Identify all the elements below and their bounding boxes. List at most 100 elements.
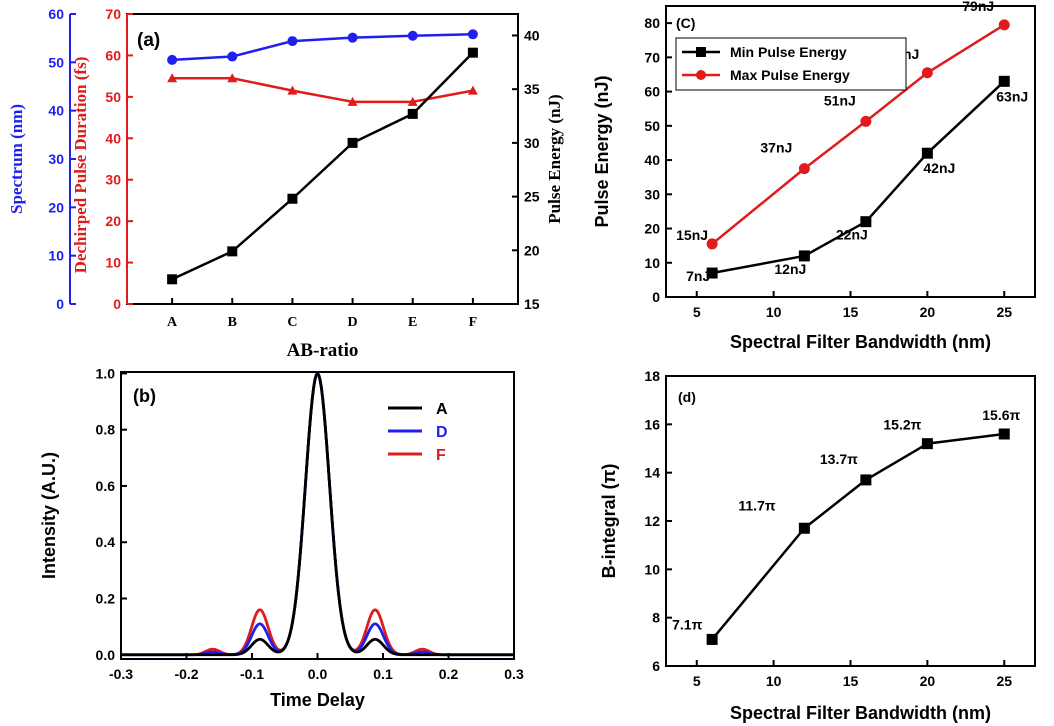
x-axis-tick-label: -0.3 (109, 666, 133, 682)
data-point (167, 54, 178, 65)
series-line (171, 51, 474, 281)
data-point (860, 115, 872, 127)
duration-axis-tick-label: 20 (105, 213, 121, 229)
x-axis-tick-label: C (287, 315, 297, 330)
series-line (711, 80, 1006, 275)
data-point (798, 522, 810, 534)
series-curve-A (120, 372, 515, 657)
data-point (921, 438, 933, 450)
y-axis-tick-label: 0.4 (96, 534, 116, 550)
x-axis-tick-label: -0.2 (174, 666, 198, 682)
y-axis-tick-label: 0.8 (96, 422, 116, 438)
panel-c: 5 10 15 20 25 0 10 20 30 40 50 60 70 80 Spectral Filte… (592, 0, 1036, 352)
data-label: 15.6π (982, 407, 1020, 423)
x-axis-tick-label: F (469, 315, 478, 330)
spectrum-axis-tick-label: 30 (48, 151, 64, 167)
y-axis-tick-label: 0.0 (96, 647, 116, 663)
panel-label: (C) (676, 15, 695, 31)
energy-axis-title: Pulse Energy (nJ) (545, 94, 564, 223)
y-axis-tick-label: 0.2 (96, 591, 116, 607)
data-point (706, 238, 718, 250)
x-axis-tick-label: 25 (996, 304, 1012, 320)
data-point (706, 633, 718, 645)
spectrum-axis-tick-label: 0 (56, 296, 64, 312)
y-axis-title: Intensity (A.U.) (39, 452, 59, 579)
y-axis-tick-label: 10 (644, 255, 660, 271)
panel-label: (a) (137, 30, 160, 51)
data-point (407, 30, 418, 41)
legend-marker (696, 70, 706, 80)
legend-label: D (436, 424, 448, 441)
y-axis-tick-label: 30 (644, 186, 660, 202)
data-label: 13.7π (820, 451, 858, 467)
series-line (172, 33, 473, 62)
legend-label: F (436, 447, 446, 464)
x-axis-tick-label: -0.1 (240, 666, 264, 682)
spectrum-axis-tick-label: 60 (48, 6, 64, 22)
data-label: 37nJ (760, 140, 792, 156)
duration-axis-tick-label: 50 (105, 89, 121, 105)
y-axis-tick-label: 16 (644, 416, 660, 432)
legend-label: Max Pulse Energy (730, 67, 850, 83)
y-axis-tick-label: 70 (644, 49, 660, 65)
data-label: 15.2π (883, 417, 921, 433)
data-point (998, 428, 1010, 440)
data-label: 7.1π (672, 616, 702, 632)
y-axis-tick-label: 14 (644, 465, 660, 481)
y-axis-tick-label: 0 (652, 289, 660, 305)
data-label: 63nJ (996, 88, 1028, 104)
data-label: 42nJ (923, 160, 955, 176)
panel-a: 0 10 20 30 40 50 60 Spectrum (nm) 0 10 20 30 40 50 60 7… (7, 6, 564, 361)
x-axis-tick-label: 15 (843, 673, 859, 689)
data-point (287, 36, 298, 47)
y-axis-title: Pulse Energy (nJ) (592, 75, 612, 227)
panel-label: (d) (678, 389, 696, 405)
data-point (860, 216, 872, 228)
data-point (407, 96, 418, 106)
legend-label: A (436, 401, 448, 418)
x-axis-tick-label: 20 (920, 673, 936, 689)
x-axis-title: Spectral Filter Bandwidth (nm) (730, 703, 991, 723)
y-axis-tick-label: 80 (644, 15, 660, 31)
data-point (227, 51, 238, 62)
spectrum-axis-tick-label: 40 (48, 103, 64, 119)
duration-axis-tick-label: 40 (105, 130, 121, 146)
y-axis-tick-label: 60 (644, 84, 660, 100)
data-point (798, 163, 810, 175)
x-axis-tick-label: 5 (693, 673, 701, 689)
x-axis-title: Time Delay (270, 690, 365, 710)
duration-axis-tick-label: 60 (105, 47, 121, 63)
data-point (467, 29, 478, 40)
y-axis-tick-label: 50 (644, 118, 660, 134)
data-point (347, 32, 358, 43)
x-axis-tick-label: 0.0 (308, 666, 328, 682)
y-axis-tick-label: 6 (652, 658, 660, 674)
y-axis-tick-label: 20 (644, 221, 660, 237)
legend-box (675, 37, 907, 91)
x-axis-tick-label: 0.1 (373, 666, 393, 682)
duration-axis-tick-label: 30 (105, 172, 121, 188)
x-axis-title: AB-ratio (287, 340, 359, 361)
y-axis-tick-label: 40 (644, 152, 660, 168)
data-label: 22nJ (836, 227, 868, 243)
x-axis-tick-label: 5 (693, 304, 701, 320)
y-axis-tick-label: 10 (644, 561, 660, 577)
data-point (227, 246, 238, 257)
data-point (347, 137, 358, 148)
data-point (467, 85, 478, 95)
data-point (167, 274, 178, 285)
y-axis-tick-label: 1.0 (96, 365, 116, 381)
y-axis-title: B-integral (π) (599, 464, 619, 579)
y-axis-tick-label: 8 (652, 610, 660, 626)
data-point (467, 47, 478, 58)
x-axis-tick-label: E (408, 315, 417, 330)
data-label: 12nJ (774, 261, 806, 277)
plot-frame (126, 13, 519, 305)
series-curve-F (120, 372, 515, 657)
data-point (706, 267, 718, 279)
data-point (798, 250, 810, 262)
data-point (167, 73, 178, 83)
energy-axis-tick-label: 30 (524, 135, 540, 151)
x-axis-tick-label: 10 (766, 304, 782, 320)
